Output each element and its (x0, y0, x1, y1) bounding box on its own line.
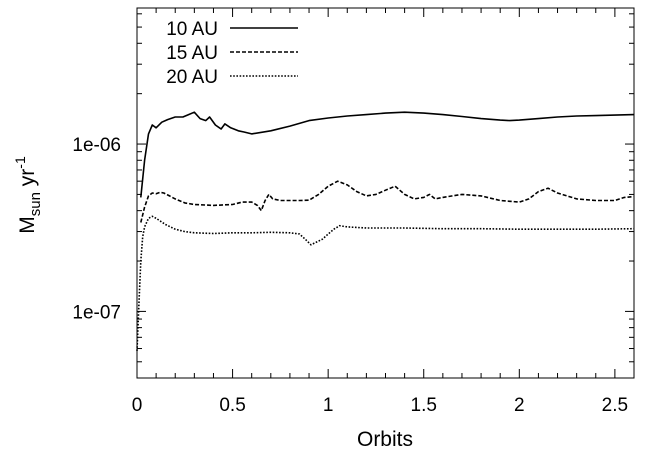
y-axis-label: Msun yr-1 (12, 156, 44, 234)
y-tick-label: 1e-06 (72, 135, 121, 156)
series-line-1 (140, 111, 635, 198)
x-tick-label: 2 (514, 395, 525, 416)
series-line-3 (136, 215, 635, 352)
axis-ticks (136, 8, 634, 378)
legend-label: 15 AU (166, 43, 218, 64)
x-tick-label: 1 (323, 395, 334, 416)
x-tick-label: 0 (132, 395, 143, 416)
legend-label: 10 AU (166, 19, 218, 40)
x-tick-label: 2.5 (602, 395, 628, 416)
legend-label: 20 AU (166, 67, 218, 88)
series-line-2 (140, 180, 635, 223)
x-tick-label: 0.5 (219, 395, 245, 416)
legend: 10 AU 15 AU 20 AU (166, 19, 298, 88)
x-tick-label: 1.5 (411, 395, 437, 416)
tick-labels: 0 0.5 1 1.5 2 2.5 1e-07 1e-06 (72, 135, 628, 416)
y-tick-label: 1e-07 (72, 302, 121, 323)
x-axis-label: Orbits (357, 428, 413, 451)
series-layer (136, 111, 635, 352)
